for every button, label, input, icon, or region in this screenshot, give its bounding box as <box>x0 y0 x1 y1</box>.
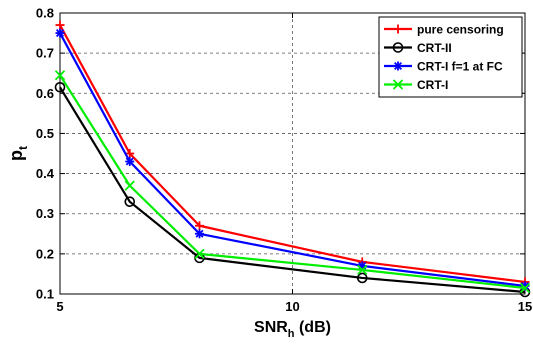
legend-marker <box>393 61 403 71</box>
axis-ticks: 5 10 15 0.1 0.2 0.3 0.4 0.5 0.6 0.7 0.8 <box>36 6 532 315</box>
x-tick-label: 15 <box>518 299 532 314</box>
x-axis-label: SNRh (dB) <box>254 319 331 340</box>
legend-label: CRT-II <box>417 41 452 55</box>
legend-entry: CRT-I f=1 at FC <box>384 59 503 73</box>
y-tick-label: 0.2 <box>36 246 54 261</box>
y-axis-label-subscript: t <box>16 146 30 150</box>
y-tick-label: 0.6 <box>36 86 54 101</box>
data-point <box>55 20 65 30</box>
x-axis-label-subscript: h <box>288 328 295 340</box>
x-axis-label-main: SNR <box>254 319 288 336</box>
legend: pure censoring CRT-II CRT-I f=1 at FC CRT-I <box>378 16 523 98</box>
legend-label: CRT-I <box>417 78 448 92</box>
data-series <box>54 20 531 298</box>
data-point <box>54 70 66 81</box>
legend-entry: CRT-II <box>384 41 452 55</box>
legend-label: pure censoring <box>417 22 504 36</box>
y-tick-label: 0.5 <box>36 126 54 141</box>
y-axis-label-main: p <box>6 150 26 161</box>
data-point <box>124 180 135 191</box>
y-axis-label: pt <box>6 146 30 161</box>
legend-label: CRT-I f=1 at FC <box>417 59 503 73</box>
y-tick-label: 0.7 <box>36 46 54 61</box>
legend-marker <box>393 24 403 34</box>
legend-box <box>378 16 523 98</box>
x-tick-label: 5 <box>56 299 63 314</box>
series-line <box>59 86 526 294</box>
legend-marker <box>392 79 404 90</box>
legend-entry: pure censoring <box>384 22 504 36</box>
data-point <box>55 28 65 38</box>
series-crt-i <box>54 70 531 294</box>
y-tick-label: 0.3 <box>36 206 54 221</box>
y-tick-label: 0.8 <box>36 6 54 21</box>
legend-marker <box>392 42 404 53</box>
data-point <box>54 81 66 93</box>
series-crt-i-f-1-at-fc <box>55 28 530 291</box>
data-point <box>519 282 531 294</box>
data-point <box>356 272 368 284</box>
y-tick-label: 0.1 <box>36 287 54 302</box>
x-axis-label-unit: (dB) <box>295 319 331 336</box>
data-point <box>124 196 136 207</box>
data-point <box>357 264 368 276</box>
data-point <box>194 248 205 259</box>
data-point <box>125 157 135 167</box>
x-tick-label: 10 <box>285 299 299 314</box>
series-pure-censoring <box>55 20 530 287</box>
legend-entry: CRT-I <box>384 78 448 92</box>
y-tick-label: 0.4 <box>36 166 55 181</box>
data-point <box>195 221 204 231</box>
data-point <box>195 229 204 239</box>
data-point <box>125 149 135 158</box>
